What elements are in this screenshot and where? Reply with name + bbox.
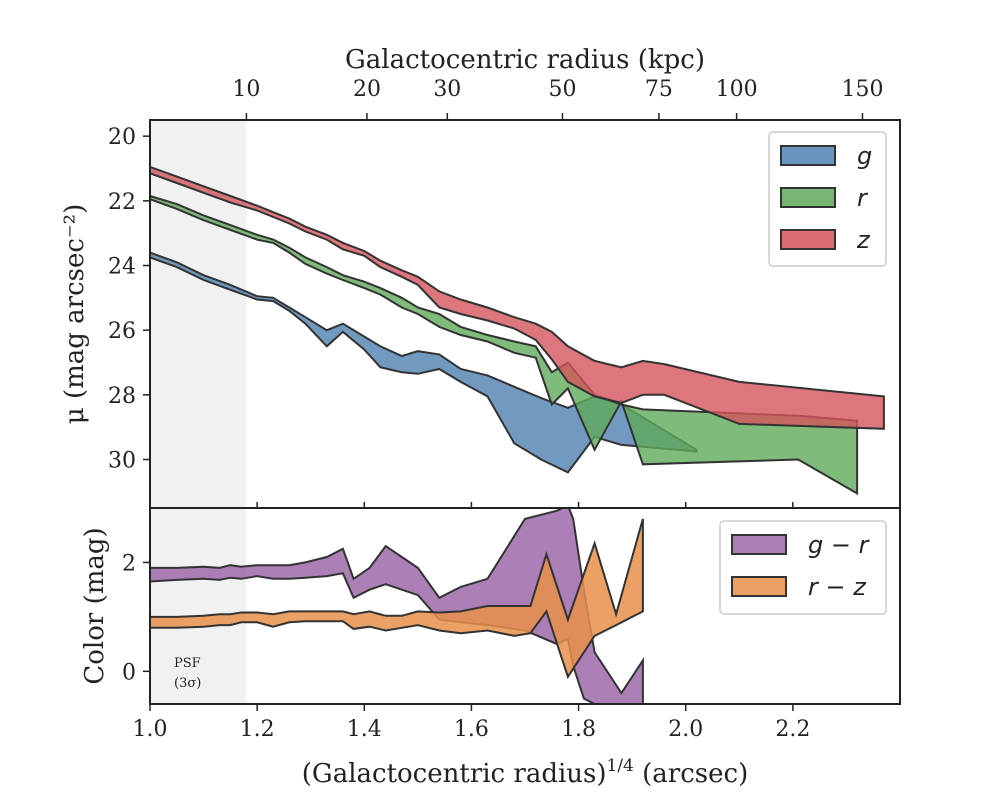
surface-brightness-series xyxy=(149,165,885,496)
bottom-panel-frame xyxy=(149,507,901,705)
legend-label: g − r xyxy=(808,531,871,559)
band-z xyxy=(149,165,885,430)
top-ytick-label: 28 xyxy=(108,384,136,409)
legend-swatch xyxy=(780,229,836,250)
bottom-xtick-label: 1.6 xyxy=(454,717,489,742)
bottom-xtick-label: 1.0 xyxy=(133,717,168,742)
kpc-tick-label: 75 xyxy=(645,77,673,102)
band-color-0 xyxy=(150,508,644,704)
top-ytick-label: 24 xyxy=(108,255,136,280)
kpc-tick-label: 50 xyxy=(549,77,577,102)
kpc-tick-label: 10 xyxy=(232,77,260,102)
x-axis-title: (Galactocentric radius)1/4 (arcsec) xyxy=(302,756,748,789)
band-color-1 xyxy=(150,518,644,680)
legend-label: g xyxy=(857,142,872,170)
kpc-tick-label: 100 xyxy=(716,77,758,102)
bottom-legend: g − r r − z xyxy=(719,520,887,615)
bottom-y-ticks: 02 xyxy=(122,551,150,685)
color-series xyxy=(150,508,644,704)
top-y-ticks: 20 22 24 26 28 30 xyxy=(108,125,150,474)
bottom-xtick-label: 1.8 xyxy=(561,717,596,742)
y-axis-title-color: Color (mag) xyxy=(80,527,110,684)
legend-swatch xyxy=(780,145,836,166)
legend-label: r xyxy=(857,184,869,212)
x-axis-title-superscript: 1/4 xyxy=(607,756,634,776)
top-legend: grz xyxy=(768,131,887,267)
legend-swatch xyxy=(731,534,787,555)
bottom-xtick-label: 2.0 xyxy=(668,717,703,742)
kpc-axis-ticks: 10 20 30 50 75 100 150 xyxy=(232,77,884,120)
x-axis-title-main: (Galactocentric radius) xyxy=(302,759,607,789)
bottom-xtick-label: 1.2 xyxy=(240,717,275,742)
bottom-xtick-label: 1.4 xyxy=(347,717,382,742)
legend-label: r − z xyxy=(808,573,867,601)
kpc-tick-label: 150 xyxy=(842,77,884,102)
top-ytick-label: 30 xyxy=(108,449,136,474)
legend-swatch xyxy=(780,187,836,208)
kpc-tick-label: 30 xyxy=(433,77,461,102)
psf-sigma-label: (3σ) xyxy=(174,676,201,691)
top-ytick-label: 22 xyxy=(108,190,136,215)
band-r xyxy=(149,194,859,496)
kpc-tick-label: 20 xyxy=(353,77,381,102)
y-axis-title-mu: μ (mag arcsec⁻²) xyxy=(60,204,90,424)
top-axis-title: Galactocentric radius (kpc) xyxy=(345,45,705,75)
top-ytick-label: 26 xyxy=(108,319,136,344)
psf-region-bottom xyxy=(150,508,247,704)
legend-label: z xyxy=(856,226,871,254)
bottom-ytick-label: 0 xyxy=(122,660,136,685)
bottom-xtick-label: 2.2 xyxy=(775,717,810,742)
legend-swatch xyxy=(731,576,787,597)
psf-label: PSF xyxy=(174,656,201,671)
bottom-x-ticks: 1.0 1.2 1.4 1.6 1.8 2.0 2.2 xyxy=(133,704,810,742)
x-axis-title-unit: (arcsec) xyxy=(634,759,748,789)
surface-brightness-panel: 20 22 24 26 28 30 10 20 30 50 75 100 150 Galactocen… xyxy=(60,45,901,509)
bottom-ytick-label: 2 xyxy=(122,551,136,576)
color-panel: 02 1.0 1.2 1.4 1.6 1.8 2.0 2.2 PSF (3σ) Color … xyxy=(80,507,901,789)
top-ytick-label: 20 xyxy=(108,125,136,150)
